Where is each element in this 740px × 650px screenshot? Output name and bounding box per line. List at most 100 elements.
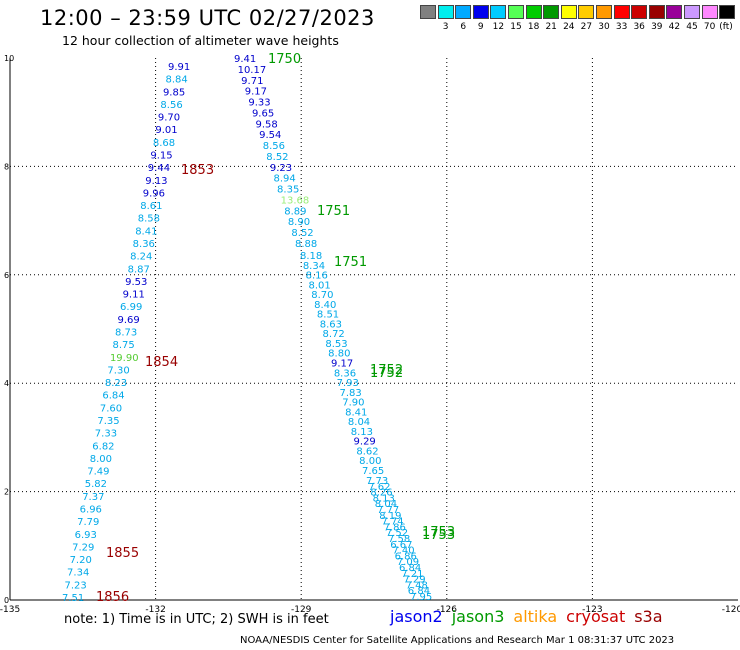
swh-value-label: 6.86 <box>395 551 417 562</box>
swh-value-label: 8.24 <box>130 252 152 263</box>
x-tick-label: -126 <box>437 605 458 615</box>
swh-value-label: 8.18 <box>300 251 322 262</box>
swh-value-label: 7.65 <box>362 466 384 477</box>
swh-value-label: 7.73 <box>366 476 388 487</box>
satellite-key-jason2: jason2 <box>390 607 443 626</box>
pass-time-label: 1854 <box>145 355 178 370</box>
pass-time-label: 1753 <box>422 525 455 540</box>
swh-value-label: 8.61 <box>140 201 162 212</box>
legend-swatch <box>613 5 630 19</box>
swh-value-label: 7.23 <box>65 580 87 591</box>
legend-unit: (ft) <box>719 22 733 32</box>
swh-value-label: 7.34 <box>67 568 89 579</box>
legend-swatch <box>420 5 436 19</box>
y-tick-label: 4 <box>4 379 9 388</box>
swh-value-label: 7.29 <box>72 542 94 553</box>
swh-value-label: 10.17 <box>238 65 267 76</box>
swh-value-label: 5.82 <box>85 479 107 490</box>
pass-time-label: 1752 <box>370 363 403 378</box>
legend-swatch <box>648 5 665 19</box>
pass-time-label: 1750 <box>268 52 301 67</box>
satellite-key-cryosat: cryosat <box>566 607 626 626</box>
swh-value-label: 8.90 <box>288 217 310 228</box>
pass-time-label: 1855 <box>106 546 139 561</box>
satellite-key-jason3: jason3 <box>451 607 505 626</box>
swh-value-label: 6.82 <box>92 441 114 452</box>
legend-swatch <box>455 5 472 19</box>
pass-time-label: 1751 <box>334 255 367 270</box>
swh-value-label: 9.13 <box>145 176 167 187</box>
legend-label: 33 <box>615 22 628 32</box>
swh-value-label: 9.69 <box>118 315 140 326</box>
swh-value-label: 6.96 <box>80 505 102 516</box>
swh-value-label: 7.29 <box>403 575 425 586</box>
y-tick-label: 0 <box>4 596 9 605</box>
pass-time-label: 1856 <box>96 590 129 605</box>
swh-value-label: 8.01 <box>308 280 330 291</box>
legend-swatch <box>631 5 648 19</box>
swh-value-label: 9.29 <box>354 437 376 448</box>
legend-swatch <box>701 5 718 19</box>
legend-swatch <box>560 5 577 19</box>
swh-value-label: 8.84 <box>165 75 187 86</box>
x-tick-label: -132 <box>145 605 165 615</box>
legend-label: 45 <box>686 22 698 32</box>
swh-value-label: 8.52 <box>266 152 288 163</box>
swh-value-label: 7.62 <box>368 482 390 493</box>
swh-value-label: 7.33 <box>95 429 117 440</box>
swh-value-label: 7.48 <box>406 580 428 591</box>
legend-swatch <box>666 5 683 19</box>
swh-value-label: 7.52 <box>386 528 408 539</box>
swh-value-label: 13.68 <box>281 195 310 206</box>
satellite-key: jason2 jason3 altika cryosat s3a <box>390 607 672 626</box>
swh-value-label: 8.36 <box>133 239 155 250</box>
swh-value-label: 9.70 <box>158 113 180 124</box>
swh-value-label: 8.80 <box>328 349 350 360</box>
swh-value-label: 6.67 <box>390 540 412 551</box>
map-title: 12:00 – 23:59 UTC 02/27/2023 <box>40 6 375 30</box>
swh-value-label: 7.35 <box>97 416 119 427</box>
swh-value-label: 7.60 <box>100 403 122 414</box>
legend-label: 30 <box>598 22 610 32</box>
swh-value-label: 9.91 <box>168 62 190 73</box>
legend-label: 36 <box>633 22 645 32</box>
y-tick-label: 2 <box>4 488 9 497</box>
swh-value-label: 7.90 <box>342 398 364 409</box>
legend-label: 39 <box>651 22 663 32</box>
swh-value-label: 7.37 <box>82 492 104 503</box>
swh-value-label: 7.21 <box>401 569 423 580</box>
legend-label: 42 <box>668 22 681 32</box>
swh-value-label: 8.87 <box>128 264 150 275</box>
map-footer: NOAA/NESDIS Center for Satellite Applica… <box>240 635 675 646</box>
swh-value-label: 8.52 <box>291 228 313 239</box>
swh-value-label: 7.20 <box>70 555 92 566</box>
pass-time-label: 1853 <box>181 163 214 178</box>
swh-value-label: 8.35 <box>277 185 299 196</box>
legend-swatch <box>719 5 736 19</box>
y-tick-label: 8 <box>4 162 9 171</box>
swh-value-label: 8.36 <box>334 368 356 379</box>
legend-label: 27 <box>580 22 593 32</box>
legend-label: 70 <box>703 22 716 32</box>
swh-value-label: 8.19 <box>379 511 401 522</box>
swh-value-label: 9.54 <box>259 130 281 141</box>
pass-time-label: 1751 <box>317 204 350 219</box>
swh-value-label: 8.04 <box>375 499 397 510</box>
swh-value-label: 6.93 <box>75 530 97 541</box>
swh-value-label: 7.74 <box>381 517 403 528</box>
swh-value-label: 9.17 <box>245 87 267 98</box>
swh-value-label: 7.86 <box>384 522 406 533</box>
swh-value-label: 7.51 <box>62 593 84 604</box>
swh-value-label: 8.68 <box>153 138 175 149</box>
legend-label: 6 <box>460 22 467 32</box>
swh-value-label: 8.41 <box>135 226 157 237</box>
swh-value-label: 8.04 <box>348 417 370 428</box>
swh-value-label: 7.40 <box>392 546 414 557</box>
swh-value-label: 9.17 <box>331 359 353 370</box>
swh-value-label: 7.95 <box>410 592 432 603</box>
pass-time-label: 1752 <box>370 366 403 381</box>
swh-value-label: 9.58 <box>256 119 278 130</box>
swh-value-label: 8.70 <box>311 290 333 301</box>
swh-value-label: 7.77 <box>377 505 399 516</box>
